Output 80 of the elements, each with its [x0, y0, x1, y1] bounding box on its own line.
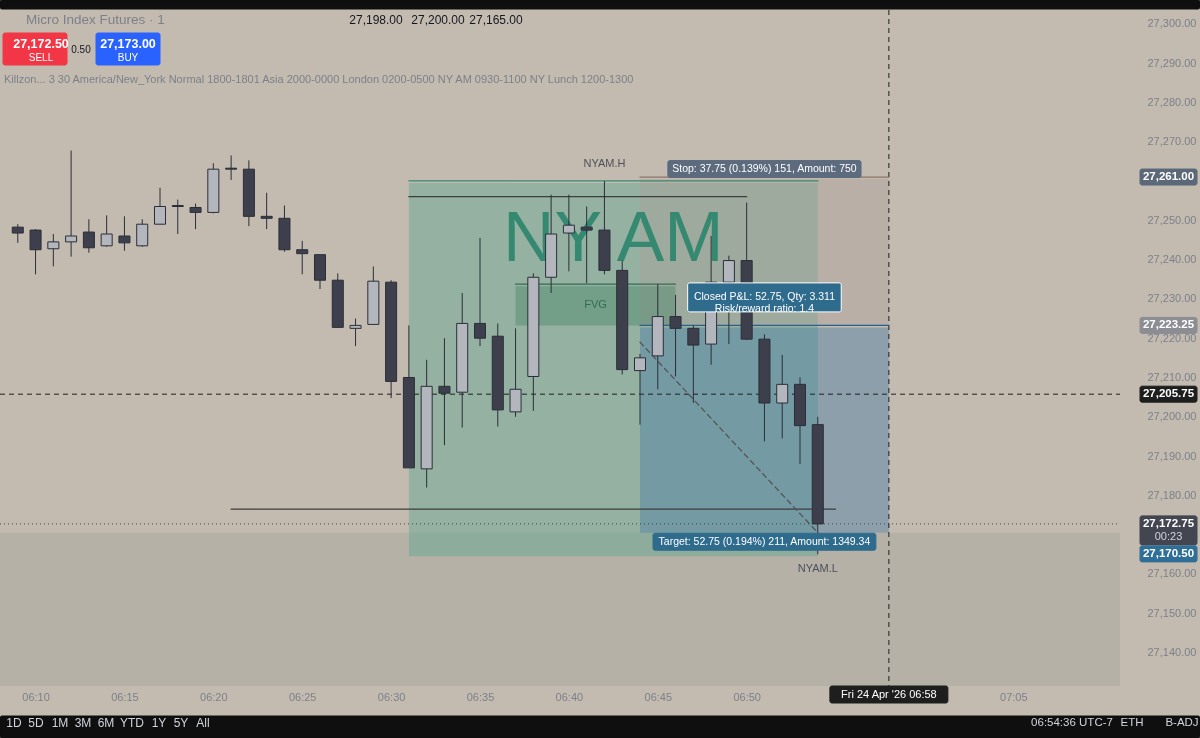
candlestick [687, 324, 700, 404]
x-tick-label: 06:50 [733, 690, 761, 703]
x-tick-label: 06:35 [466, 690, 495, 703]
candlestick [438, 337, 451, 446]
y-tick-label: 27,200.00 [1147, 410, 1197, 423]
text: B-ADJ [1165, 716, 1199, 728]
text: 27,170.50 [1142, 546, 1195, 559]
y-tick-label: 27,250.00 [1147, 213, 1197, 226]
text: 27,223.25 [1142, 318, 1195, 331]
candlestick [136, 218, 149, 248]
candlestick [260, 192, 273, 230]
candlestick [296, 240, 309, 275]
y-tick-label: 27,180.00 [1147, 488, 1197, 501]
annotation: 0.50 [71, 44, 92, 55]
text: 06:54:36 UTC-7 [1031, 716, 1113, 728]
y-tick-label: 27,210.00 [1147, 370, 1197, 383]
annotation: SELL [28, 52, 54, 63]
chart-title: Micro Index Futures · 1 [26, 12, 165, 27]
y-tick-label: 27,160.00 [1147, 567, 1197, 580]
text: 00:23 [1154, 529, 1183, 542]
candlestick [776, 354, 789, 439]
x-tick-label: 06:20 [200, 690, 228, 703]
candlestick [225, 154, 238, 181]
ref-line-label: Fri 24 Apr '26 06:58 [841, 687, 937, 700]
text: YTD [120, 716, 145, 730]
candlestick [47, 233, 60, 267]
y-tick-label: 27,290.00 [1147, 56, 1197, 69]
annotation: Target: 52.75 (0.194%) 211, Amount: 1349.34 [658, 534, 871, 547]
y-tick-label: 27,300.00 [1147, 17, 1197, 30]
text: All [196, 716, 210, 730]
candlestick [82, 218, 95, 254]
annotation: Stop: 37.75 (0.139%) 151, Amount: 750 [672, 162, 857, 175]
y-tick-label: 27,240.00 [1147, 253, 1197, 266]
text: 6M [97, 716, 115, 730]
text: 1M [51, 716, 69, 730]
x-tick-label: 07:05 [1000, 690, 1028, 703]
candlestick [65, 150, 78, 258]
y-tick-label: 27,140.00 [1147, 646, 1197, 659]
text: ETH [1120, 716, 1144, 728]
annotation: 27,173.00 [100, 37, 156, 51]
candlestick [509, 327, 522, 418]
annotation: 27,165.00 [469, 13, 524, 27]
y-tick-label: 27,230.00 [1147, 292, 1197, 305]
y-tick-label: 27,280.00 [1147, 95, 1197, 108]
candlestick [29, 228, 42, 275]
candlestick [118, 215, 131, 252]
text: 1Y [151, 716, 167, 730]
annotation: NYAM.L [797, 562, 838, 575]
candlestick [349, 318, 362, 347]
x-tick-label: 06:45 [644, 690, 673, 703]
series-label: FVG [584, 297, 607, 310]
candlestick [171, 199, 184, 235]
x-tick-label: 06:10 [22, 690, 50, 703]
candlestick [473, 237, 487, 347]
annotation: 27,200.00 [411, 13, 466, 27]
annotation: NYAM.H [583, 156, 626, 169]
candlestick [189, 203, 202, 230]
x-tick-label: 06:30 [377, 690, 406, 703]
text: 3M [74, 716, 92, 730]
ref-line-label: 27,172.75 [1142, 516, 1195, 529]
y-tick-label: 27,220.00 [1147, 331, 1197, 344]
candlestick [633, 353, 647, 426]
text: 5D [28, 716, 44, 730]
text: 1D [6, 716, 22, 730]
x-tick-label: 06:15 [111, 690, 139, 703]
candlestick [11, 223, 24, 244]
y-tick-label: 27,150.00 [1147, 606, 1197, 619]
x-tick-label: 06:25 [288, 690, 317, 703]
y-tick-label: 27,270.00 [1147, 135, 1197, 148]
text: 27,261.00 [1142, 170, 1195, 183]
text: 5Y [173, 716, 189, 730]
ref-line-label: 27,205.75 [1142, 387, 1195, 400]
text: Killzon... 3 30 America/New_York Normal 1800-1801 Asia 2000-0000 London 0200-0500 NY AM 0930-1100 NY Lunch 1200-1300 [4, 73, 634, 85]
x-tick-label: 06:40 [555, 690, 584, 703]
candlestick [669, 294, 682, 377]
annotation: 27,198.00 [349, 13, 404, 27]
annotation: BUY [117, 52, 139, 63]
y-tick-label: 27,190.00 [1147, 449, 1197, 462]
candlestick [153, 187, 167, 225]
candlestick [100, 214, 113, 248]
